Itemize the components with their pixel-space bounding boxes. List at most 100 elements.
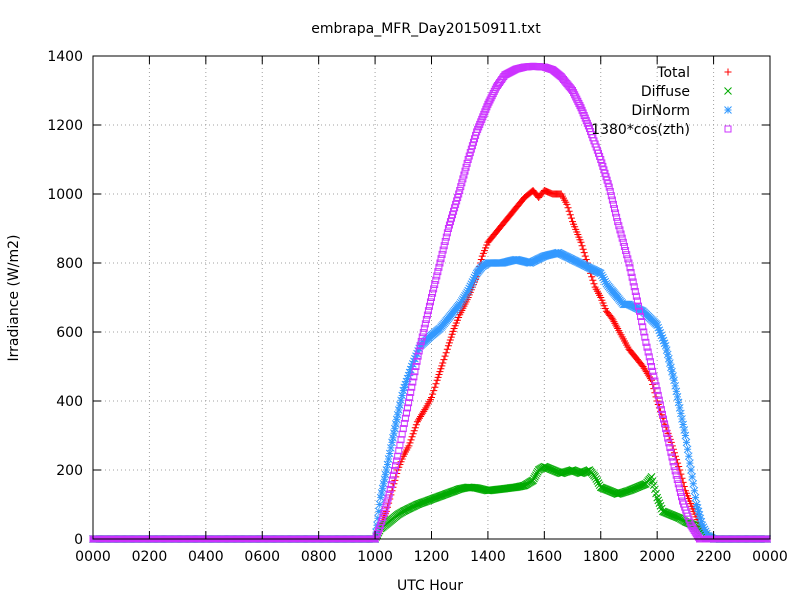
data-point-star: [379, 479, 388, 488]
data-point-square: [637, 312, 645, 320]
data-point-plus: [675, 463, 683, 471]
data-point-star: [393, 410, 402, 419]
data-point-star: [376, 493, 385, 502]
data-point-star: [404, 371, 413, 380]
data-point-square: [677, 493, 685, 501]
data-point-square: [437, 255, 445, 263]
x-tick-label: 1200: [414, 549, 450, 565]
data-point-square: [457, 183, 465, 191]
data-point-square: [656, 401, 664, 409]
legend-marker: [724, 87, 732, 95]
data-point-square: [378, 517, 386, 525]
y-tick-label: 1200: [47, 118, 83, 134]
data-point-square: [387, 481, 395, 489]
data-point-plus: [437, 365, 445, 373]
data-point-square: [392, 462, 400, 470]
legend-marker: [724, 125, 732, 133]
data-point-square: [665, 439, 673, 447]
data-point-star: [378, 484, 387, 493]
data-point-square: [673, 475, 681, 483]
data-point-square: [386, 485, 394, 493]
data-point-square: [458, 179, 466, 187]
data-point-plus: [580, 249, 588, 257]
data-point-plus: [449, 327, 457, 335]
data-point-cross: [653, 493, 662, 502]
data-point-star: [677, 409, 685, 418]
data-point-plus: [430, 387, 438, 395]
data-point-square: [407, 388, 415, 396]
data-point-plus: [429, 390, 437, 398]
data-point-star: [401, 380, 410, 389]
data-point-plus: [441, 352, 449, 360]
x-tick-label: 0400: [188, 549, 224, 565]
data-point-plus: [443, 345, 451, 353]
data-point-star: [375, 500, 384, 509]
data-point-star: [466, 282, 475, 291]
data-point-square: [414, 352, 422, 360]
data-point-square: [663, 429, 671, 437]
data-point-star: [674, 398, 683, 407]
legend-marker: [724, 68, 732, 76]
data-point-star: [414, 347, 422, 355]
data-point-star: [673, 393, 682, 401]
data-point-star: [389, 433, 397, 442]
data-point-square: [385, 490, 393, 498]
data-point-star: [398, 391, 407, 400]
data-point-plus: [577, 238, 585, 246]
data-point-square: [441, 237, 449, 245]
y-axis-label: Irradiance (W/m2): [6, 235, 22, 362]
data-point-square: [431, 281, 439, 289]
data-point-plus: [438, 362, 446, 370]
data-point-square: [648, 363, 656, 370]
data-point-square: [646, 358, 654, 366]
data-point-plus: [564, 204, 572, 212]
data-point-square: [670, 463, 678, 471]
y-tick-label: 800: [56, 256, 83, 272]
data-point-plus: [435, 371, 443, 379]
data-point-plus: [448, 330, 456, 338]
data-point-star: [662, 346, 671, 354]
data-point-plus: [589, 276, 597, 284]
data-point-cross: [591, 473, 599, 481]
data-point-square: [413, 357, 421, 365]
data-point-square: [628, 273, 636, 281]
data-point-plus: [446, 336, 454, 344]
data-point-square: [439, 246, 447, 254]
data-point-star: [693, 504, 702, 512]
data-point-square: [425, 302, 433, 310]
x-tick-label: 0600: [244, 549, 280, 565]
data-point-star: [403, 374, 412, 383]
data-point-square: [624, 255, 632, 263]
data-point-square: [388, 476, 396, 484]
data-point-square: [420, 324, 428, 332]
data-point-square: [606, 187, 614, 195]
plot-border: [92, 55, 771, 540]
data-point-square: [633, 297, 641, 305]
data-point-plus: [447, 333, 455, 341]
data-point-star: [601, 277, 610, 286]
data-point-plus: [588, 273, 596, 281]
data-point-star: [392, 415, 401, 424]
data-point-star: [679, 420, 687, 429]
data-point-square: [672, 471, 680, 479]
data-point-plus: [445, 339, 453, 347]
data-point-square: [641, 333, 649, 341]
data-point-square: [652, 382, 660, 390]
data-point-square: [380, 510, 388, 518]
data-point-plus: [434, 373, 442, 381]
data-point-star: [684, 452, 693, 461]
data-point-square: [618, 234, 626, 242]
data-point-star: [701, 527, 710, 536]
data-point-star: [682, 438, 691, 447]
data-point-star: [658, 334, 667, 342]
data-point-square: [399, 425, 407, 433]
data-point-star: [660, 339, 669, 348]
data-point-square: [428, 294, 435, 301]
data-point-square: [651, 377, 659, 385]
data-point-plus: [436, 368, 444, 376]
data-point-square: [669, 458, 677, 466]
data-point-star: [380, 475, 389, 484]
data-point-star: [407, 362, 416, 371]
data-point-square: [643, 343, 651, 351]
data-point-square: [645, 353, 653, 361]
